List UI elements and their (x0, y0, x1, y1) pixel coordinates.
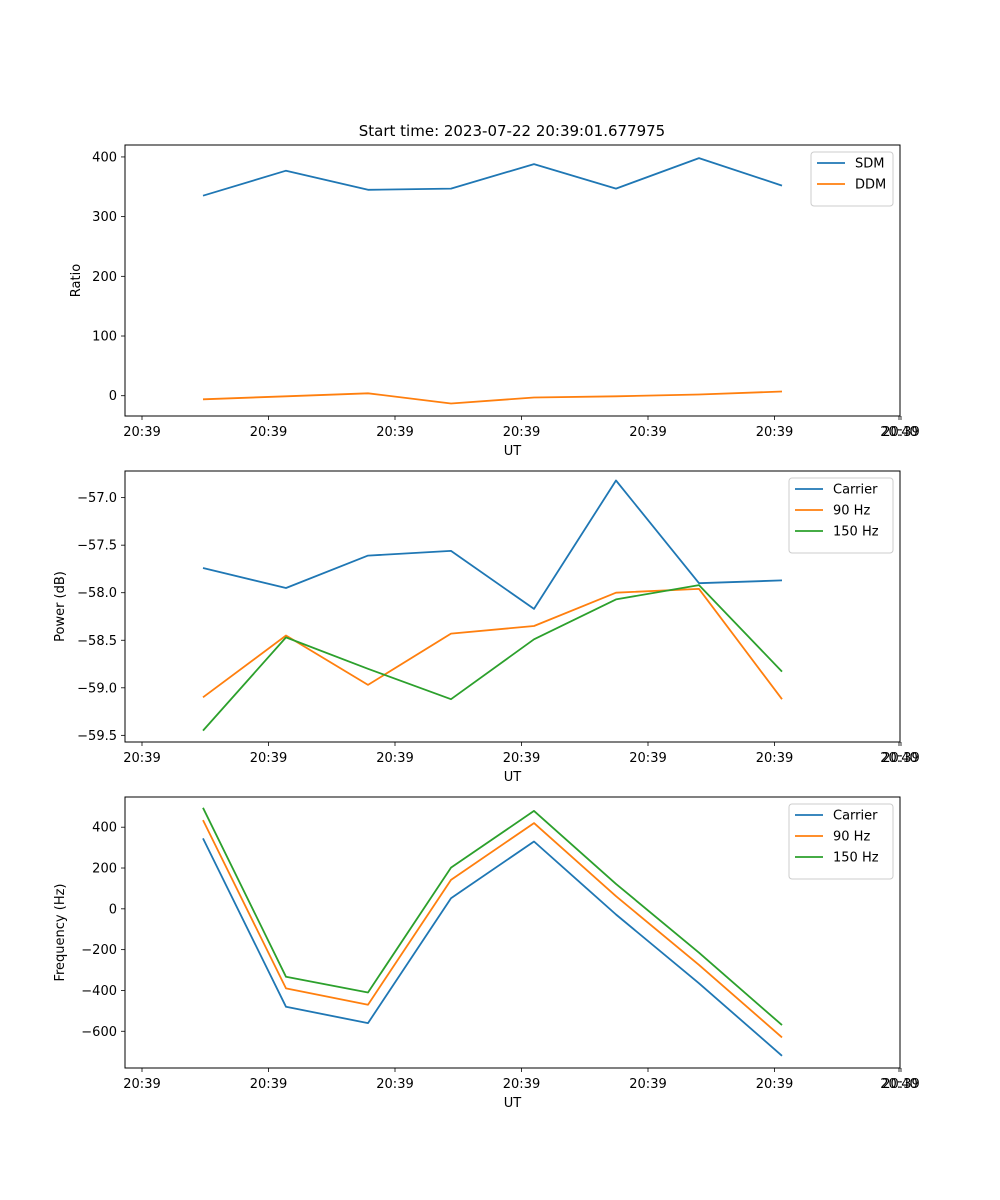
x-axis-label: UT (504, 1096, 522, 1111)
panel-2: −57.0 −57.5 −58.0 −58.5 −59.0 −59.5 20:39 20:39… (53, 470, 920, 785)
legend-label: 150 Hz (833, 851, 879, 866)
y-tick-label: −400 (81, 984, 117, 999)
y-tick-label: −200 (81, 943, 117, 958)
plot-frame (124, 144, 901, 417)
y-tick-label: 300 (92, 210, 117, 225)
y-tick-label: −58.0 (77, 586, 117, 601)
y-tick-label: −57.5 (77, 539, 117, 554)
legend-label: DDM (855, 178, 886, 193)
x-tick-label: 20:39 (376, 1077, 413, 1092)
x-tick-label: 20:40 (880, 425, 917, 440)
series-line-carrier (202, 838, 783, 1057)
x-axis-label: UT (504, 444, 522, 459)
legend-label: Carrier (833, 483, 878, 498)
x-tick-label: 20:39 (503, 1077, 540, 1092)
y-tick-label: −59.0 (77, 681, 117, 696)
x-tick-label: 20:39 (503, 425, 540, 440)
y-tick-label: 200 (92, 270, 117, 285)
x-tick-label: 20:39 (756, 425, 793, 440)
series-line-carrier (202, 479, 783, 610)
series-line-sdm (202, 157, 783, 197)
x-tick-label: 20:39 (882, 1077, 919, 1092)
y-axis-label: Frequency (Hz) (53, 883, 68, 981)
plot-frame (124, 470, 901, 743)
y-tick-label: 400 (92, 821, 117, 836)
x-tick-label: 20:39 (250, 1077, 287, 1092)
legend-label: 90 Hz (833, 504, 870, 519)
x-tick-label: 20:40 (880, 751, 917, 766)
y-tick-label: −57.0 (77, 491, 117, 506)
x-tick-label: 20:40 (880, 1077, 917, 1092)
legend-label: Carrier (833, 809, 878, 824)
x-tick-label: 20:39 (123, 1077, 160, 1092)
y-axis-label: Ratio (69, 264, 84, 297)
y-tick-label: 100 (92, 330, 117, 345)
x-tick-label: 20:39 (250, 751, 287, 766)
x-tick-label: 20:39 (629, 1077, 666, 1092)
x-tick-label: 20:39 (629, 425, 666, 440)
legend-box (788, 477, 894, 554)
x-tick-label: 20:39 (503, 751, 540, 766)
x-tick-label: 20:39 (629, 751, 666, 766)
legend-label: 90 Hz (833, 830, 870, 845)
y-tick-label: −58.5 (77, 634, 117, 649)
x-tick-label: 20:39 (376, 751, 413, 766)
x-tick-label: 20:39 (882, 751, 919, 766)
legend-label: 150 Hz (833, 525, 879, 540)
y-tick-label: 200 (92, 862, 117, 877)
series-line-150-hz (202, 807, 783, 1026)
y-axis-label: Power (dB) (53, 571, 68, 642)
series-line-90-hz (202, 819, 783, 1039)
figure-title: Start time: 2023-07-22 20:39:01.677975 (359, 122, 665, 140)
x-tick-label: 20:39 (123, 751, 160, 766)
x-tick-label: 20:39 (882, 425, 919, 440)
y-tick-label: −600 (81, 1025, 117, 1040)
legend-box (788, 803, 894, 880)
y-tick-label: 0 (109, 389, 117, 404)
x-axis-label: UT (504, 770, 522, 785)
y-tick-label: −59.5 (77, 729, 117, 744)
legend-label: SDM (855, 157, 884, 172)
x-tick-label: 20:39 (756, 1077, 793, 1092)
y-tick-label: 400 (92, 150, 117, 165)
y-tick-label: 0 (109, 902, 117, 917)
series-line-150-hz (202, 584, 783, 732)
x-tick-label: 20:39 (756, 751, 793, 766)
legend-box (810, 151, 894, 207)
x-tick-label: 20:39 (250, 425, 287, 440)
series-line-ddm (202, 390, 783, 405)
x-tick-label: 20:39 (123, 425, 160, 440)
series-line-90-hz (202, 588, 783, 700)
x-tick-label: 20:39 (376, 425, 413, 440)
plot-frame (124, 796, 901, 1069)
